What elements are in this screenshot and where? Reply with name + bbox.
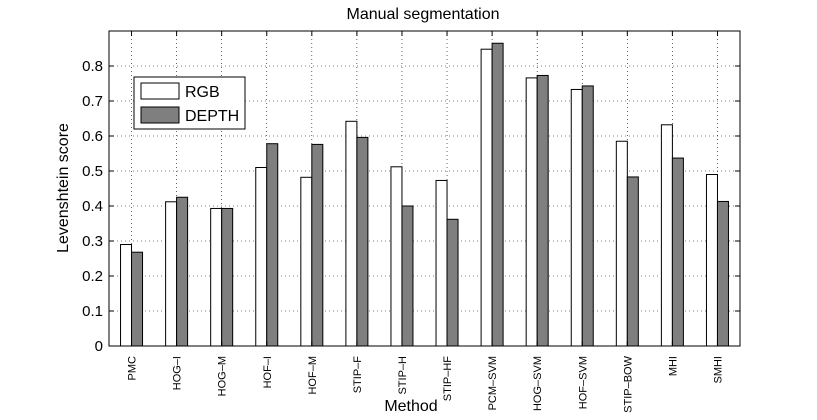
y-tick-label: 0.1 bbox=[82, 303, 103, 320]
x-axis: PMC HOG–I HOG–M HOF–I HOF–M STIP–F STIP–H STIP–… bbox=[127, 31, 724, 413]
bar-rgb-5 bbox=[300, 176, 313, 347]
bar-depth-8 bbox=[446, 218, 459, 347]
bar-depth-4 bbox=[266, 143, 279, 347]
bar-depth-11 bbox=[581, 85, 594, 347]
y-tick-label: 0.7 bbox=[82, 93, 103, 110]
y-tick-label: 0.4 bbox=[82, 198, 103, 215]
y-axis: 0 0.1 0.2 0.3 0.4 0.5 0.6 0.7 0.8 bbox=[82, 58, 740, 355]
bar-depth-6 bbox=[356, 136, 369, 347]
bar-rgb-12 bbox=[615, 140, 628, 347]
x-axis-title: Method bbox=[384, 398, 437, 415]
x-tick-label: HOG–M bbox=[217, 356, 229, 396]
x-tick-label: HOF–SVM bbox=[577, 356, 589, 409]
x-tick-label: PMC bbox=[127, 356, 139, 381]
y-tick-label: 0.2 bbox=[82, 268, 103, 285]
x-tick-label: HOG–I bbox=[172, 356, 184, 390]
bar-rgb-9 bbox=[480, 48, 493, 347]
x-tick-label: SMHI bbox=[712, 356, 724, 384]
plot-frame bbox=[108, 30, 741, 347]
bar-rgb-6 bbox=[345, 120, 358, 347]
bar-depth-13 bbox=[671, 157, 684, 347]
y-tick-label: 0.6 bbox=[82, 128, 103, 145]
x-tick-label: STIP–HF bbox=[442, 356, 454, 402]
bar-rgb-10 bbox=[525, 77, 538, 347]
legend-swatch-depth bbox=[140, 106, 180, 124]
bar-rgb-4 bbox=[255, 167, 268, 347]
chart-title: Manual segmentation bbox=[347, 6, 500, 23]
bar-depth-10 bbox=[536, 74, 549, 347]
y-tick-label: 0.8 bbox=[82, 58, 103, 75]
y-tick-label: 0 bbox=[95, 338, 103, 355]
bar-rgb-11 bbox=[570, 88, 583, 347]
x-tick-label: HOF–I bbox=[262, 356, 274, 388]
bar-depth-5 bbox=[311, 143, 324, 347]
bar-depth-14 bbox=[716, 200, 729, 347]
legend-label-depth: DEPTH bbox=[185, 108, 239, 125]
bar-rgb-3 bbox=[210, 207, 223, 347]
y-tick-label: 0.3 bbox=[82, 233, 103, 250]
x-tick-label: HOG–SVM bbox=[532, 356, 544, 411]
y-axis-title: Levenshtein score bbox=[55, 123, 72, 253]
legend: RGB DEPTH bbox=[133, 76, 246, 130]
bar-depth-1 bbox=[131, 251, 144, 347]
bar-depth-7 bbox=[401, 205, 414, 347]
x-tick-label: PCM–SVM bbox=[487, 356, 499, 410]
x-tick-label: STIP–H bbox=[397, 356, 409, 395]
bar-rgb-7 bbox=[390, 166, 403, 347]
legend-swatch-rgb bbox=[140, 82, 180, 100]
bar-rgb-14 bbox=[705, 174, 718, 347]
bar-rgb-13 bbox=[660, 124, 673, 347]
bar-depth-9 bbox=[491, 42, 504, 347]
y-tick-label: 0.5 bbox=[82, 163, 103, 180]
bar-rgb-1 bbox=[120, 244, 133, 347]
bar-rgb-8 bbox=[435, 179, 448, 347]
x-tick-label: MHI bbox=[667, 356, 679, 376]
bar-depth-2 bbox=[176, 196, 189, 347]
x-tick-label: HOF–M bbox=[307, 356, 319, 395]
legend-label-rgb: RGB bbox=[185, 84, 220, 101]
bar-rgb-2 bbox=[165, 201, 178, 347]
x-tick-label: STIP–BOW bbox=[622, 355, 634, 412]
bar-depth-3 bbox=[221, 207, 234, 347]
x-tick-label: STIP–F bbox=[352, 356, 364, 394]
bar-depth-12 bbox=[626, 176, 639, 347]
